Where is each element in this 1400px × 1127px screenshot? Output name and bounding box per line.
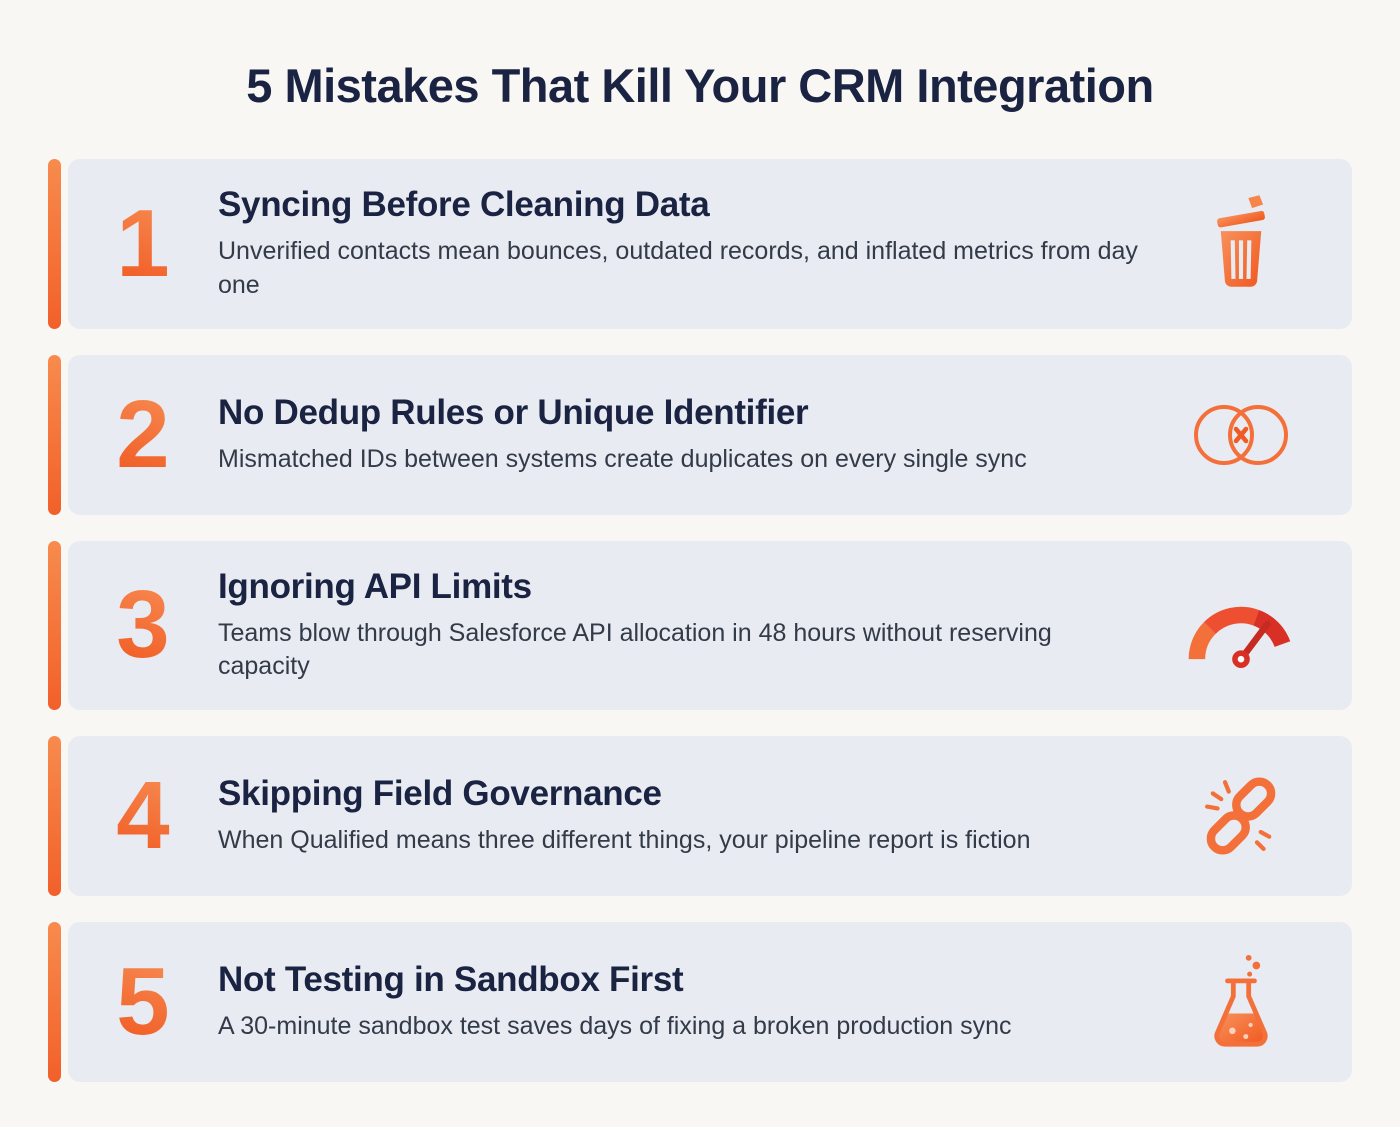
mistake-card: 2 No Dedup Rules or Unique Identifier Mi… [48,354,1352,515]
card-accent [48,736,61,896]
card-body: 2 No Dedup Rules or Unique Identifier Mi… [68,354,1352,515]
card-accent [48,922,61,1082]
card-body: 4 Skipping Field Governance When Qualifi… [68,736,1352,896]
venn-duplicate-icon [1176,390,1306,480]
trash-icon [1176,194,1306,294]
card-accent [48,159,61,329]
page-title: 5 Mistakes That Kill Your CRM Integratio… [246,59,1154,112]
card-body: 3 Ignoring API Limits Teams blow through… [68,540,1352,710]
card-accent [48,354,61,515]
broken-chain-icon [1176,766,1306,866]
gauge-icon [1176,582,1306,669]
mistake-number: 3 [68,577,218,673]
mistake-number: 4 [68,768,218,864]
mistake-description: When Qualified means three different thi… [218,826,1031,855]
mistake-number: 1 [68,195,218,292]
mistake-description: Mismatched IDs between systems create du… [218,444,1027,473]
card-text: Ignoring API Limits Teams blow through S… [218,567,1176,685]
mistake-title: Syncing Before Cleaning Data [218,185,710,224]
card-text: Not Testing in Sandbox First A 30-minute… [218,960,1176,1044]
mistake-description: Unverified contacts mean bounces, outdat… [218,237,1138,299]
card-accent [48,540,61,710]
mistake-card: 3 Ignoring API Limits Teams blow through… [48,540,1352,710]
card-text: Skipping Field Governance When Qualified… [218,774,1176,858]
mistake-card: 1 Syncing Before Cleaning Data Unverifie… [48,159,1352,329]
mistake-description: Teams blow through Salesforce API alloca… [218,618,1052,681]
mistake-card: 4 Skipping Field Governance When Qualifi… [48,736,1352,896]
mistake-card: 5 Not Testing in Sandbox First A 30-minu… [48,922,1352,1082]
card-text: No Dedup Rules or Unique Identifier Mism… [218,393,1176,477]
card-text: Syncing Before Cleaning Data Unverified … [218,185,1176,303]
mistake-description: A 30-minute sandbox test saves days of f… [218,1012,1012,1041]
mistake-title: Skipping Field Governance [218,774,662,814]
mistake-number: 5 [68,954,218,1050]
flask-icon [1176,950,1306,1054]
mistake-list: 1 Syncing Before Cleaning Data Unverifie… [48,159,1352,1082]
mistake-title: Ignoring API Limits [218,566,532,606]
mistake-title: No Dedup Rules or Unique Identifier [218,392,809,432]
card-body: 1 Syncing Before Cleaning Data Unverifie… [68,159,1352,329]
mistake-number: 2 [68,386,218,483]
card-body: 5 Not Testing in Sandbox First A 30-minu… [68,922,1352,1082]
mistake-title: Not Testing in Sandbox First [218,960,684,1000]
